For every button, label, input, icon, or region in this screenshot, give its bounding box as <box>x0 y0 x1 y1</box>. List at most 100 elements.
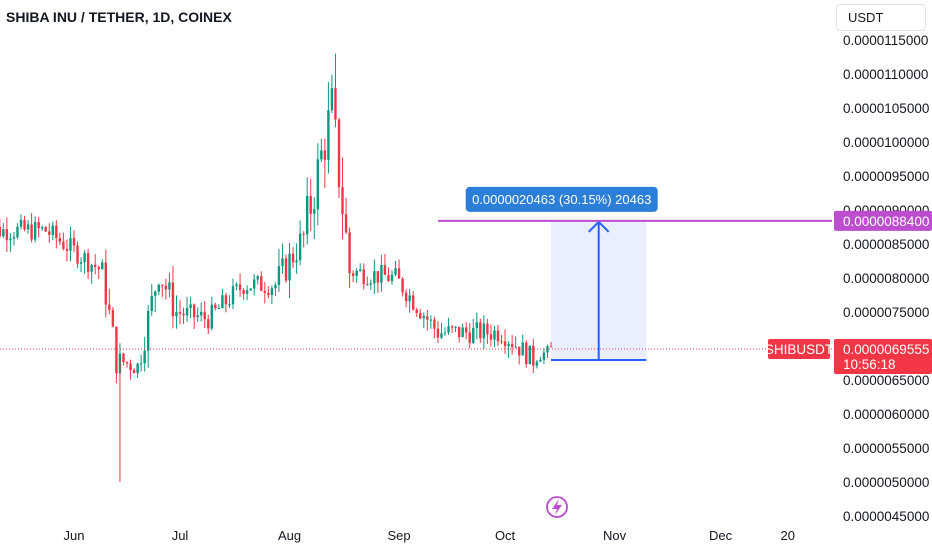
candle-body <box>33 222 37 240</box>
time-tick-label: Jun <box>64 528 85 543</box>
candle-body <box>182 313 185 316</box>
candle-body <box>189 304 192 309</box>
candle-body <box>362 269 365 285</box>
candle-body <box>23 219 26 230</box>
candle-body <box>366 284 369 286</box>
time-axis[interactable]: Jun Jul Aug Sep Oct Nov Dec 20 <box>64 528 795 543</box>
price-tick-label: 0.0000045000 <box>843 509 929 524</box>
candle-body <box>380 265 383 283</box>
candle-body <box>51 225 54 235</box>
candle-body <box>256 276 259 280</box>
candle-body <box>175 312 178 317</box>
candle-body <box>500 341 503 343</box>
candle-body <box>115 326 118 374</box>
measure-tool[interactable]: 0.0000020463 (30.15%) 20463 <box>465 186 658 362</box>
candle-body <box>309 195 312 214</box>
candle-body <box>443 332 447 334</box>
candle-body <box>369 283 372 285</box>
candle-body <box>200 311 203 316</box>
price-tick-label: 0.0000115000 <box>843 33 928 48</box>
price-tick-label: 0.0000105000 <box>843 101 929 116</box>
candle-body <box>539 359 542 362</box>
candle-body <box>214 304 217 309</box>
price-tick-label: 0.0000065000 <box>843 373 929 388</box>
candle-body <box>323 150 327 160</box>
candle-body <box>228 304 231 306</box>
candle-body <box>157 284 160 292</box>
candle-body <box>475 322 478 329</box>
time-tick-label: Nov <box>603 528 627 543</box>
candle-body <box>327 110 330 160</box>
price-tick-label: 0.0000050000 <box>843 475 929 490</box>
candle-body <box>429 319 433 321</box>
price-tick-label: 0.0000095000 <box>843 169 929 184</box>
candle-body <box>132 370 136 374</box>
price-tick-label: 0.0000110000 <box>843 67 928 82</box>
candle-body <box>26 224 30 230</box>
candle-body <box>454 326 457 328</box>
target-price-tag <box>834 210 932 231</box>
candle-body <box>238 284 242 291</box>
candle-body <box>147 311 150 351</box>
tradingview-logo[interactable] <box>546 496 568 518</box>
candle-body <box>94 264 97 268</box>
candle-body <box>231 286 235 305</box>
candle-body <box>330 88 334 111</box>
time-tick-label: Sep <box>387 528 410 543</box>
candle-body <box>528 345 531 365</box>
candle-body <box>344 214 348 233</box>
candle-body <box>465 327 468 333</box>
currency-selector-button[interactable]: USDT <box>836 4 926 31</box>
candle-body <box>422 316 425 319</box>
candle-body <box>510 343 514 348</box>
candle-body <box>426 316 429 320</box>
candle-body <box>5 229 9 241</box>
candle-body <box>101 262 104 270</box>
lightning-icon <box>552 499 562 515</box>
candle-body <box>306 195 309 235</box>
candle-body <box>270 288 274 296</box>
candle-body <box>447 326 450 333</box>
candle-body <box>348 232 351 274</box>
candle-body <box>383 265 387 275</box>
candle-body <box>313 209 316 214</box>
candle-body <box>496 330 500 342</box>
candle-body <box>514 346 517 348</box>
candle-body <box>440 333 443 338</box>
candle-body <box>412 295 415 310</box>
candle-body <box>136 363 139 374</box>
candle-body <box>16 226 19 238</box>
candle-body <box>65 248 69 251</box>
candle-body <box>37 222 40 229</box>
candle-body <box>376 271 380 283</box>
measure-label-box <box>465 186 658 212</box>
candle-body <box>373 271 376 284</box>
candle-body <box>221 295 224 308</box>
candle-body <box>83 253 86 263</box>
candle-body <box>387 274 390 282</box>
price-axis[interactable]: 0.0000115000 0.0000110000 0.0000105000 0.00… <box>843 33 929 524</box>
target-price-tag-label: 0.0000088400 <box>843 214 929 229</box>
candle-body <box>76 245 79 264</box>
candle-body <box>86 253 90 272</box>
candle-body <box>9 238 12 241</box>
time-tick-label: Aug <box>278 528 301 543</box>
candle-body <box>419 312 422 319</box>
candle-body <box>217 307 221 309</box>
candle-body <box>90 264 93 272</box>
candles-layer <box>0 53 553 482</box>
candle-body <box>139 363 143 365</box>
candle-body <box>72 238 76 246</box>
candle-body <box>164 285 168 290</box>
candle-body <box>108 304 111 311</box>
candle-body <box>549 346 553 348</box>
candle-body <box>468 332 471 343</box>
symbol-tag <box>768 339 830 360</box>
candle-body <box>479 322 482 339</box>
candle-body <box>30 224 33 240</box>
candle-body <box>97 267 100 270</box>
candle-body <box>394 268 397 275</box>
candle-body <box>122 353 125 362</box>
